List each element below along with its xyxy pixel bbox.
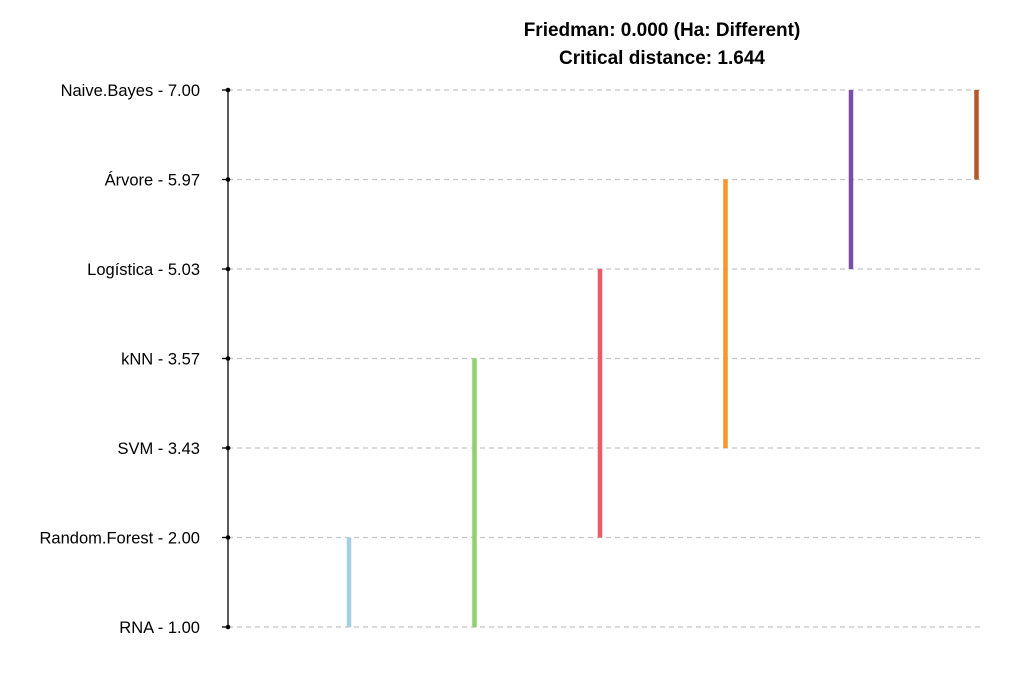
y-tick-label: Naive.Bayes - 7.00 [61,82,200,100]
y-tick-label: RNA - 1.00 [119,619,200,637]
chart-title: Friedman: 0.000 (Ha: Different) [524,20,801,41]
rank-dot [225,535,231,540]
rank-dot [225,624,231,630]
y-axis-ticks [222,87,231,630]
y-tick-label: kNN - 3.57 [121,351,200,369]
rank-dot [225,356,231,361]
rank-dot [225,177,231,182]
rank-dot [225,445,231,451]
chart-subtitle: Critical distance: 1.644 [559,48,765,69]
rank-dot [225,87,231,93]
y-tick-label: Árvore - 5.97 [105,171,200,190]
y-axis-tick-labels: Naive.Bayes - 7.00 Árvore - 5.97 Logística… [40,82,201,637]
grid-lines [228,89,980,628]
group-bars [346,90,979,627]
y-tick-label: Logística - 5.03 [87,261,200,279]
y-tick-label: SVM - 3.43 [117,440,200,458]
rank-dot [225,266,231,272]
y-tick-label: Random.Forest - 2.00 [40,530,201,548]
